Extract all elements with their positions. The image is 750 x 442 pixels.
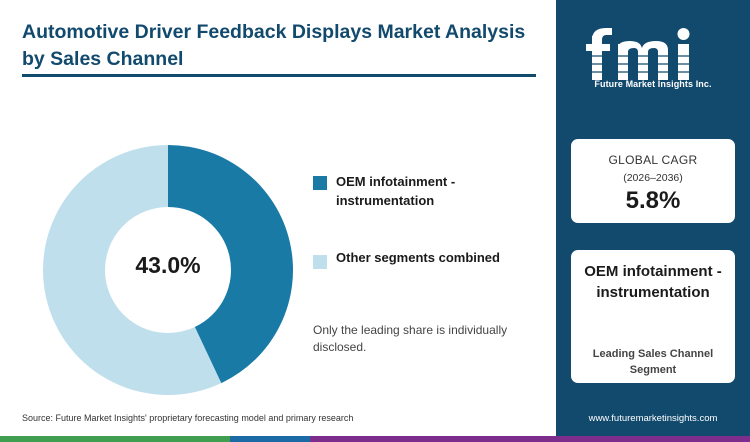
donut-chart bbox=[43, 145, 294, 395]
bottom-color-bar bbox=[0, 436, 750, 442]
legend-label-oem: OEM infotainment - instrumentation bbox=[336, 174, 456, 208]
website-link[interactable]: www.futuremarketinsights.com bbox=[588, 413, 718, 424]
cagr-period: (2026–2036) bbox=[623, 172, 683, 184]
bottom-bar-segment-purple bbox=[310, 436, 750, 442]
donut-slice-other bbox=[43, 145, 222, 395]
chart-panel: Automotive Driver Feedback Displays Mark… bbox=[22, 21, 536, 423]
leading-segment-card: OEM infotainment - instrumentation Leadi… bbox=[571, 250, 735, 383]
source-note: Source: Future Market Insights' propriet… bbox=[22, 413, 354, 423]
bottom-bar-segment-blue bbox=[230, 436, 310, 442]
donut-center-label: 43.0% bbox=[135, 252, 201, 278]
leading-segment-name: OEM infotainment - instrumentation bbox=[584, 263, 722, 301]
cagr-card: GLOBAL CAGR (2026–2036) 5.8% bbox=[571, 139, 735, 223]
legend-label-other: Other segments combined bbox=[336, 250, 500, 265]
disclosure-note: Only the leading share is individually d… bbox=[313, 323, 508, 354]
title-underline bbox=[22, 74, 536, 77]
chart-title: Automotive Driver Feedback Displays Mark… bbox=[22, 21, 526, 70]
cagr-label: GLOBAL CAGR bbox=[608, 153, 698, 167]
leading-segment-caption: Leading Sales Channel Segment bbox=[592, 348, 714, 376]
fmi-logo bbox=[582, 28, 702, 80]
donut-slice-oem bbox=[168, 145, 294, 384]
cagr-value: 5.8% bbox=[625, 187, 681, 214]
sidebar: Future Market Insights Inc. GLOBAL CAGR … bbox=[556, 0, 750, 442]
bottom-bar-segment-green bbox=[0, 436, 230, 442]
logo-subtitle: Future Market Insights Inc. bbox=[594, 79, 712, 89]
legend-swatch-oem bbox=[313, 176, 327, 190]
legend-swatch-other bbox=[313, 255, 327, 269]
